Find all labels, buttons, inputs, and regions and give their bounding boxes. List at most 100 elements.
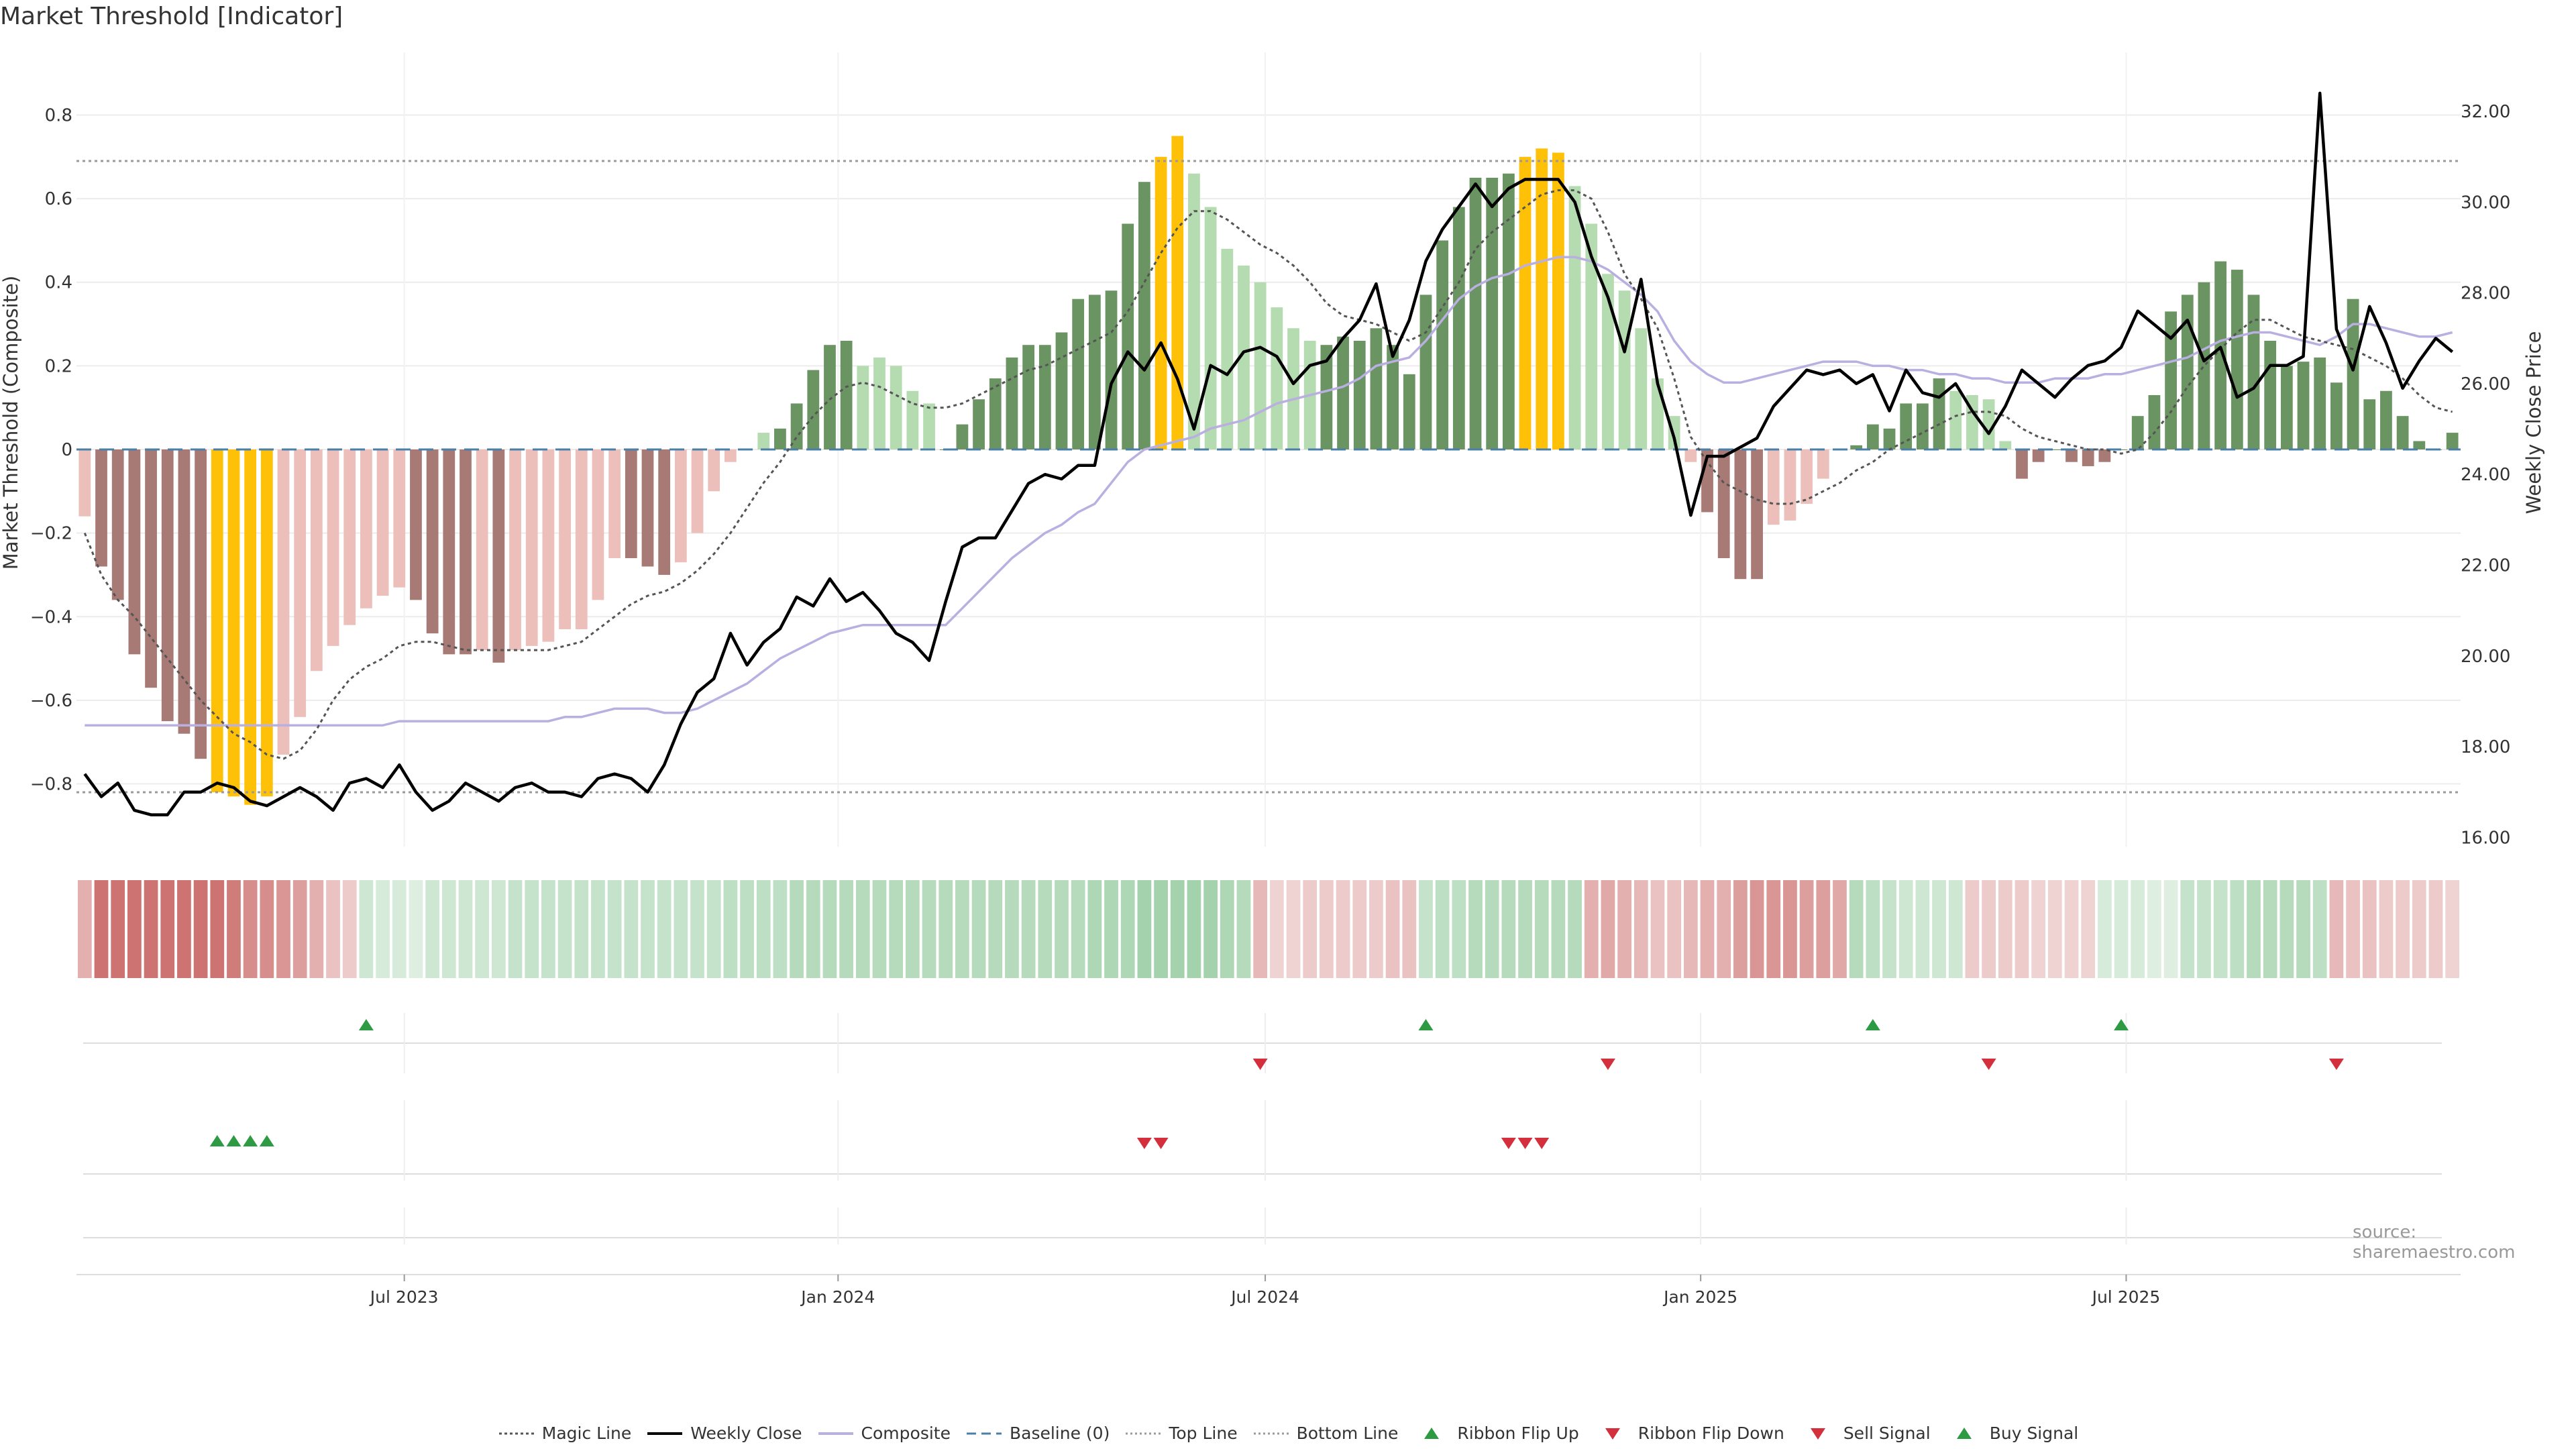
composite-bar <box>310 449 323 672</box>
right-tick-label: 28.00 <box>2461 284 2510 304</box>
composite-bar <box>774 428 786 449</box>
ribbon-flip-down-marker <box>1981 1059 1996 1070</box>
composite-line <box>85 256 2453 727</box>
ribbon-cell <box>723 880 738 978</box>
ribbon-cell <box>1021 880 1036 978</box>
composite-bar <box>2231 270 2243 449</box>
ribbon-flip-down-marker <box>1600 1059 1615 1070</box>
magic-line <box>83 189 2453 760</box>
ribbon-cell <box>475 880 490 978</box>
composite-bar <box>327 449 339 646</box>
ribbon-cell <box>160 880 175 978</box>
ribbon-cell <box>574 880 589 978</box>
composite-bar <box>1254 282 1267 449</box>
dotted-line <box>498 1426 535 1442</box>
ribbon-cell <box>806 880 820 978</box>
composite-bar <box>989 378 1002 449</box>
ribbon-cell <box>77 880 92 978</box>
solid-line <box>646 1426 684 1442</box>
buy-signal-marker <box>226 1135 241 1146</box>
dotted-grey-line <box>1124 1426 1162 1442</box>
ribbon-cell <box>1468 880 1483 978</box>
ribbon-cell <box>1402 880 1417 978</box>
x-tick-label: Jul 2025 <box>2091 1287 2161 1307</box>
ribbon-cell <box>491 880 506 978</box>
ribbon-cell <box>111 880 125 978</box>
composite-bar <box>460 449 472 655</box>
dashed-line <box>965 1426 1003 1442</box>
composite-bar <box>1635 328 1648 449</box>
left-tick-label: −0.6 <box>30 691 72 711</box>
triangle-up-icon <box>1413 1426 1450 1442</box>
legend-label: Composite <box>861 1424 951 1443</box>
ribbon-cell <box>1485 880 1499 978</box>
left-tick-label: 0.2 <box>45 356 72 376</box>
composite-bar <box>2214 261 2227 449</box>
ribbon-cell <box>1833 880 1847 978</box>
ribbon-cell <box>1650 880 1665 978</box>
legend-label: Weekly Close <box>690 1424 802 1443</box>
ribbon-cell <box>1683 880 1698 978</box>
composite-bar <box>1801 449 1813 504</box>
composite-bar <box>625 449 637 559</box>
composite-bar <box>1387 345 1399 449</box>
composite-bar <box>161 449 174 722</box>
sell-signal-marker <box>1501 1138 1516 1149</box>
ribbon-cell <box>2098 880 2112 978</box>
composite-bar <box>1519 156 1532 449</box>
ribbon-cell <box>839 880 854 978</box>
ribbon-cell <box>1982 880 1996 978</box>
legend-label: Bottom Line <box>1296 1424 1399 1443</box>
ribbon-cell <box>2047 880 2062 978</box>
composite-bar <box>2032 449 2045 462</box>
ribbon-cell <box>1286 880 1301 978</box>
ribbon-cell <box>971 880 986 978</box>
composite-bar <box>1138 182 1150 449</box>
right-tick-label: 32.00 <box>2461 102 2510 122</box>
ribbon-cell <box>409 880 423 978</box>
ribbon-cell <box>292 880 307 978</box>
composite-bar <box>873 357 885 449</box>
ribbon-cell <box>1120 880 1135 978</box>
x-tick-label: Jan 2025 <box>1662 1287 1737 1307</box>
ribbon-cell <box>756 880 771 978</box>
legend-item: Buy Signal <box>1945 1424 2078 1443</box>
ribbon-cell <box>1534 880 1549 978</box>
ribbon-cell <box>2329 880 2344 978</box>
composite-bar <box>674 449 687 563</box>
right-tick-label: 24.00 <box>2461 465 2510 485</box>
composite-bar <box>724 449 737 462</box>
ribbon-cell <box>2213 880 2228 978</box>
composite-bar <box>78 449 91 517</box>
ribbon-strip <box>77 880 2460 978</box>
composite-bar <box>492 449 505 663</box>
composite-bar <box>343 449 356 625</box>
composite-bar <box>525 449 538 646</box>
composite-bar <box>1287 328 1299 449</box>
ribbon-cell <box>1750 880 1764 978</box>
composite-bar <box>1767 449 1780 525</box>
ribbon-cell <box>177 880 191 978</box>
ribbon-cell <box>1551 880 1566 978</box>
triangle-down-icon <box>1799 1426 1837 1442</box>
triangle-down-icon <box>1594 1426 1631 1442</box>
ribbon-cell <box>508 880 523 978</box>
sell-signal-marker <box>1534 1138 1550 1149</box>
buy-signal-marker <box>243 1135 258 1146</box>
x-tick-label: Jul 2024 <box>1230 1287 1299 1307</box>
ribbon-cell <box>1352 880 1367 978</box>
composite-bar <box>1585 223 1598 449</box>
composite-bar <box>1072 299 1085 449</box>
signal-panels <box>76 1013 2461 1275</box>
ribbon-cell <box>1087 880 1102 978</box>
ribbon-cell <box>342 880 357 978</box>
ribbon-cell <box>276 880 290 978</box>
composite-bar <box>1602 274 1614 449</box>
composite-bar <box>2098 449 2111 462</box>
ribbon-cell <box>1866 880 1880 978</box>
composite-bar <box>641 449 654 567</box>
composite-bar <box>1006 357 1018 449</box>
composite-bar <box>1734 449 1747 580</box>
composite-bar <box>2413 441 2426 449</box>
left-tick-label: 0.8 <box>45 105 72 125</box>
